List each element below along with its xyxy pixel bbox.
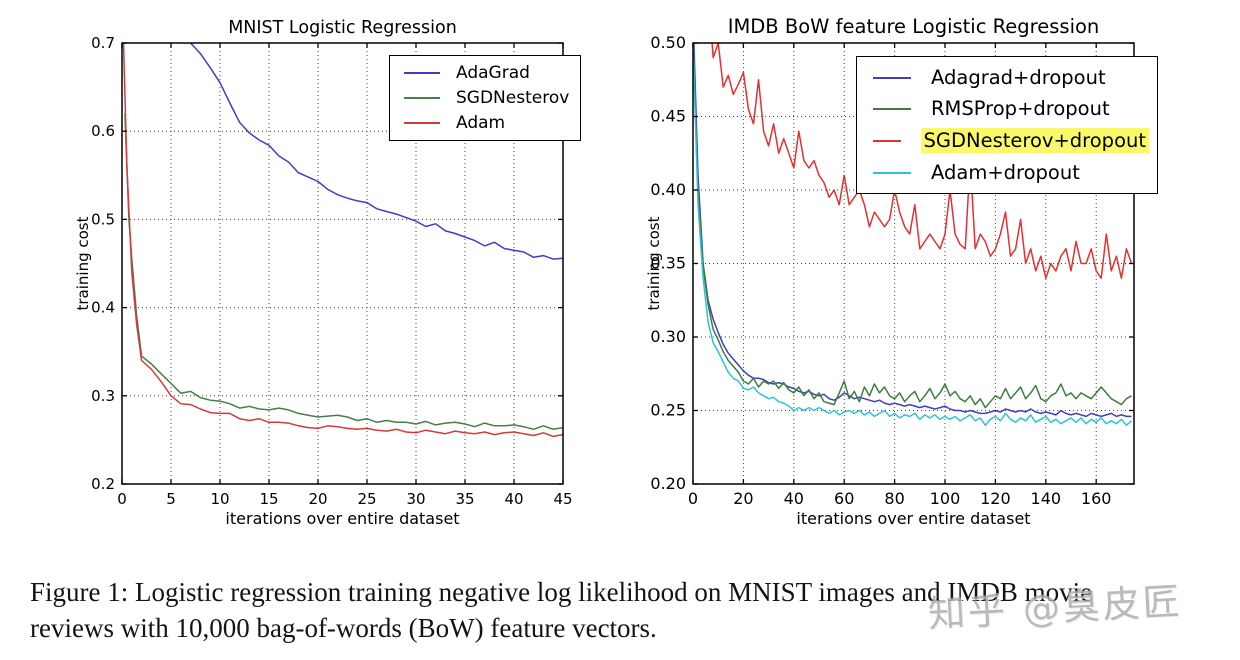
legend-entry: SGDNesterov+dropout bbox=[873, 128, 1149, 153]
legend-label: RMSProp+dropout bbox=[931, 97, 1110, 120]
legend-line-swatch bbox=[873, 139, 901, 142]
legend-entry: SGDNesterov bbox=[404, 88, 572, 108]
chart-title: MNIST Logistic Regression bbox=[228, 18, 457, 38]
plot-border bbox=[121, 42, 564, 485]
y-tick-label: 0.30 bbox=[650, 327, 686, 346]
legend-line-swatch bbox=[873, 107, 911, 110]
x-tick-label: 40 bbox=[504, 490, 523, 508]
series-sgdnesterov bbox=[124, 113, 563, 431]
x-tick-label: 35 bbox=[455, 490, 474, 508]
legend-label: Adam bbox=[456, 113, 506, 133]
y-tick-label: 0.3 bbox=[91, 387, 115, 405]
legend-entry: Adam bbox=[404, 113, 572, 133]
y-tick-label: 0.2 bbox=[91, 475, 115, 493]
y-tick-label: 0.7 bbox=[91, 34, 115, 52]
mnist-legend: AdaGrad SGDNesterov Adam bbox=[389, 55, 581, 141]
y-tick-label: 0.45 bbox=[650, 107, 686, 126]
series-adam bbox=[122, 43, 563, 438]
legend-label: SGDNesterov bbox=[456, 88, 570, 108]
legend-entry: Adam+dropout bbox=[873, 161, 1149, 184]
x-tick-label: 15 bbox=[259, 490, 278, 508]
y-tick-label: 0.4 bbox=[91, 299, 115, 317]
legend-line-swatch bbox=[404, 97, 440, 99]
legend-label: Adagrad+dropout bbox=[931, 66, 1106, 89]
x-tick-label: 100 bbox=[930, 489, 961, 508]
x-axis-label: iterations over entire dataset bbox=[796, 509, 1030, 528]
legend-label: AdaGrad bbox=[456, 63, 530, 83]
y-tick-label: 0.20 bbox=[650, 474, 686, 493]
x-tick-label: 160 bbox=[1081, 489, 1112, 508]
x-tick-label: 30 bbox=[406, 490, 425, 508]
legend-entry: AdaGrad bbox=[404, 63, 572, 83]
series-adagrad-dropout bbox=[693, 43, 1132, 418]
series-adagrad bbox=[190, 43, 563, 260]
legend-label: SGDNesterov+dropout bbox=[920, 128, 1149, 153]
x-tick-label: 25 bbox=[357, 490, 376, 508]
y-tick-label: 0.40 bbox=[650, 180, 686, 199]
x-tick-label: 20 bbox=[308, 490, 327, 508]
x-tick-label: 0 bbox=[688, 489, 698, 508]
x-tick-label: 80 bbox=[884, 489, 904, 508]
y-tick-label: 0.6 bbox=[91, 122, 115, 140]
x-tick-label: 120 bbox=[980, 489, 1011, 508]
series-sgdnesterov-dropout bbox=[711, 43, 1133, 279]
legend-line-swatch bbox=[404, 72, 440, 74]
x-tick-label: 40 bbox=[784, 489, 804, 508]
legend-line-swatch bbox=[873, 76, 911, 79]
legend-line-swatch bbox=[404, 122, 440, 124]
imdb-legend: Adagrad+dropout RMSProp+dropout SGDNestero… bbox=[856, 56, 1158, 194]
y-tick-label: 0.35 bbox=[650, 254, 686, 273]
x-tick-label: 60 bbox=[834, 489, 854, 508]
legend-entry: Adagrad+dropout bbox=[873, 66, 1149, 89]
x-tick-label: 5 bbox=[166, 490, 176, 508]
legend-label: Adam+dropout bbox=[931, 161, 1080, 184]
x-tick-label: 20 bbox=[733, 489, 753, 508]
series-rmsprop-dropout bbox=[693, 43, 1132, 409]
figure-caption: Figure 1: Logistic regression training n… bbox=[30, 574, 1230, 646]
chart-title: IMDB BoW feature Logistic Regression bbox=[728, 15, 1100, 38]
x-axis-label: iterations over entire dataset bbox=[225, 509, 459, 528]
x-tick-label: 140 bbox=[1031, 489, 1062, 508]
y-tick-label: 0.5 bbox=[91, 210, 115, 228]
caption-line-2: reviews with 10,000 bag-of-words (BoW) f… bbox=[30, 613, 657, 643]
y-tick-label: 0.50 bbox=[650, 33, 686, 52]
y-axis-label: training cost bbox=[74, 216, 92, 310]
caption-line-1: Figure 1: Logistic regression training n… bbox=[30, 577, 1093, 607]
y-axis-label: training cost bbox=[645, 216, 663, 310]
legend-line-swatch bbox=[873, 171, 911, 174]
legend-entry: RMSProp+dropout bbox=[873, 97, 1149, 120]
x-tick-label: 10 bbox=[210, 490, 229, 508]
x-tick-label: 0 bbox=[117, 490, 127, 508]
x-tick-label: 45 bbox=[553, 490, 572, 508]
series-adam-dropout bbox=[693, 43, 1132, 426]
y-tick-label: 0.25 bbox=[650, 401, 686, 420]
figure-1: 0 5 10 15 20 25 30 35 40 45 0.2 0.3 0.4 0.5 0.6 0.7 MNIS… bbox=[74, 15, 1158, 528]
